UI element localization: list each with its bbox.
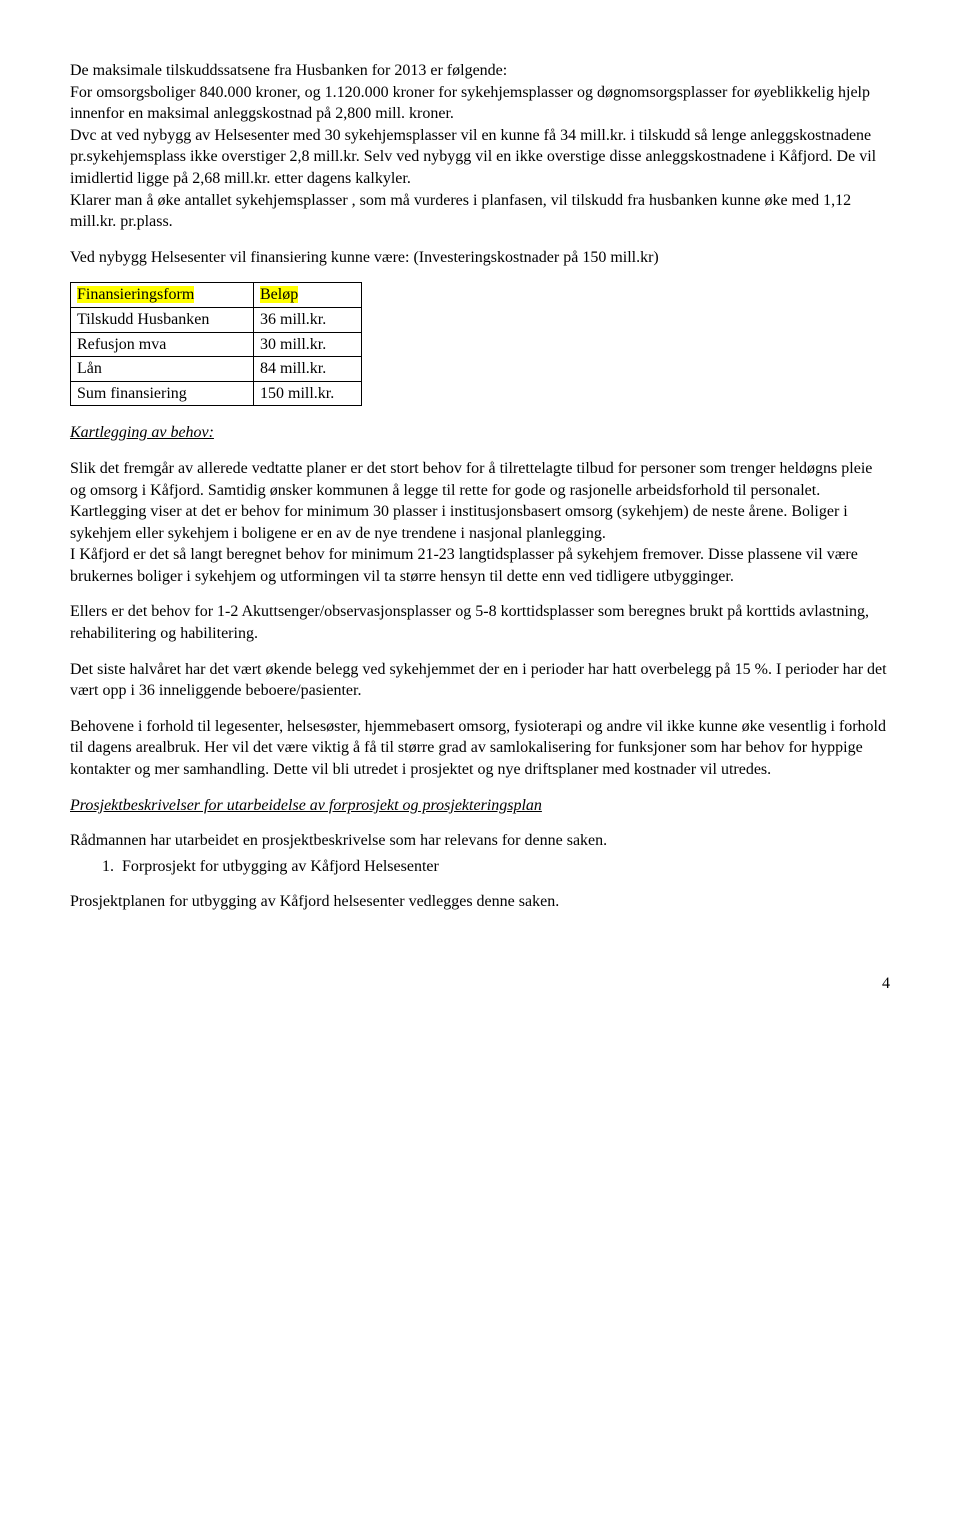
table-row: Sum finansiering 150 mill.kr.	[71, 381, 362, 406]
td: 36 mill.kr.	[254, 307, 362, 332]
table-header-row: Finansieringsform Beløp	[71, 283, 362, 308]
paragraph-intro: De maksimale tilskuddssatsene fra Husban…	[70, 60, 890, 233]
td: 30 mill.kr.	[254, 332, 362, 357]
paragraph: Ellers er det behov for 1-2 Akuttsenger/…	[70, 601, 890, 644]
heading-prosjekt: Prosjektbeskrivelser for utarbeidelse av…	[70, 795, 890, 817]
table-row: Lån 84 mill.kr.	[71, 357, 362, 382]
para-line: For omsorgsboliger 840.000 kroner, og 1.…	[70, 84, 870, 123]
heading-text: Kartlegging av behov:	[70, 424, 214, 441]
paragraph: Det siste halvåret har det vært økende b…	[70, 659, 890, 702]
td: 150 mill.kr.	[254, 381, 362, 406]
td: 84 mill.kr.	[254, 357, 362, 382]
para-line: De maksimale tilskuddssatsene fra Husban…	[70, 62, 507, 79]
table-row: Refusjon mva 30 mill.kr.	[71, 332, 362, 357]
paragraph-financing-intro: Ved nybygg Helsesenter vil finansiering …	[70, 247, 890, 269]
td: Tilskudd Husbanken	[71, 307, 254, 332]
para-line: I Kåfjord er det så langt beregnet behov…	[70, 546, 858, 585]
financing-table: Finansieringsform Beløp Tilskudd Husbank…	[70, 282, 362, 406]
paragraph: Slik det fremgår av allerede vedtatte pl…	[70, 458, 890, 588]
th-form: Finansieringsform	[77, 286, 194, 303]
para-line: Dvc at ved nybygg av Helsesenter med 30 …	[70, 127, 876, 187]
td: Lån	[71, 357, 254, 382]
paragraph: Behovene i forhold til legesenter, helse…	[70, 716, 890, 781]
ordered-list: Forprosjekt for utbygging av Kåfjord Hel…	[70, 856, 890, 878]
table-row: Tilskudd Husbanken 36 mill.kr.	[71, 307, 362, 332]
list-item: Forprosjekt for utbygging av Kåfjord Hel…	[118, 856, 890, 878]
td: Sum finansiering	[71, 381, 254, 406]
paragraph: Prosjektplanen for utbygging av Kåfjord …	[70, 891, 890, 913]
td: Refusjon mva	[71, 332, 254, 357]
page-number: 4	[70, 973, 890, 995]
th-amount: Beløp	[260, 286, 298, 303]
para-line: Slik det fremgår av allerede vedtatte pl…	[70, 460, 872, 542]
heading-kartlegging: Kartlegging av behov:	[70, 422, 890, 444]
paragraph: Rådmannen har utarbeidet en prosjektbesk…	[70, 830, 890, 852]
heading-text: Prosjektbeskrivelser for utarbeidelse av…	[70, 797, 542, 814]
para-line: Klarer man å øke antallet sykehjemsplass…	[70, 192, 851, 231]
